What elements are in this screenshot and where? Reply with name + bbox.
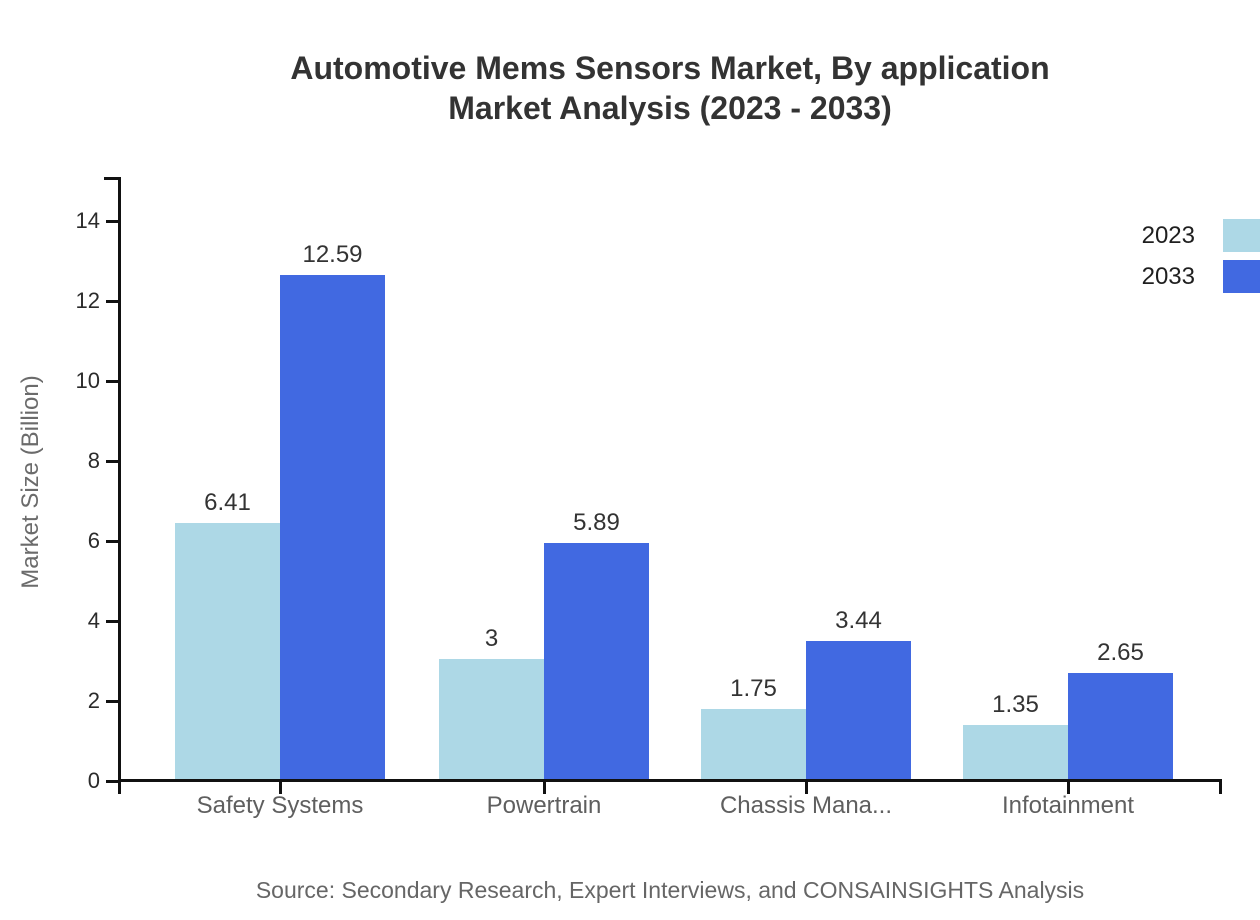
legend-label: 2023	[1141, 221, 1195, 249]
bar-value-label-2033-infotainment: 2.65	[1097, 639, 1144, 666]
y-tick-label-4: 4	[87, 608, 100, 633]
y-tick-mark-8	[106, 460, 118, 463]
x-axis-line	[118, 779, 1222, 782]
y-tick-label-8: 8	[87, 448, 100, 473]
y-tick-mark-2	[106, 700, 118, 703]
bar-2023-powertrain	[439, 659, 544, 779]
y-axis-line	[118, 177, 121, 782]
y-tick-label-14: 14	[75, 208, 100, 233]
bar-2023-chassis-mana	[701, 709, 806, 779]
bar-value-label-2033-powertrain: 5.89	[573, 509, 620, 536]
category-label-powertrain: Powertrain	[486, 792, 602, 819]
legend-item-2033: 2033	[1142, 260, 1260, 293]
category-label-infotainment: Infotainment	[1001, 792, 1135, 819]
bar-2033-infotainment	[1068, 673, 1173, 779]
chart-title-line1: Automotive Mems Sensors Market, By appli…	[290, 50, 1050, 86]
source-note: Source: Secondary Research, Expert Inter…	[255, 877, 1085, 903]
y-tick-mark-4	[106, 620, 118, 623]
bar-2033-safety-systems	[280, 275, 385, 779]
legend-item-2023: 2023	[1142, 219, 1260, 252]
x-axis-start-tick	[118, 782, 121, 794]
y-tick-mark-12	[106, 300, 118, 303]
y-tick-label-0: 0	[87, 768, 100, 793]
category-label-chassis-mana: Chassis Mana...	[719, 792, 893, 819]
bar-value-label-2033-safety-systems: 12.59	[302, 241, 363, 268]
y-axis-title: Market Size (Billion)	[17, 375, 44, 589]
y-tick-label-2: 2	[87, 688, 100, 713]
category-label-safety-systems: Safety Systems	[196, 792, 364, 819]
chart-title: Automotive Mems Sensors Market, By appli…	[80, 48, 1260, 128]
bar-value-label-2033-chassis-mana: 3.44	[835, 607, 882, 634]
y-tick-mark-10	[106, 380, 118, 383]
legend-swatch-2023	[1223, 219, 1260, 252]
x-tick-powertrain	[543, 782, 546, 794]
legend-label: 2033	[1141, 262, 1195, 290]
y-tick-label-12: 12	[75, 288, 100, 313]
y-tick-mark-0	[106, 780, 118, 783]
x-tick-chassis-mana	[805, 782, 808, 794]
bar-value-label-2023-infotainment: 1.35	[992, 691, 1039, 718]
bar-2033-chassis-mana	[806, 641, 911, 779]
y-tick-label-6: 6	[87, 528, 100, 553]
legend: 2023 2033	[1142, 219, 1260, 301]
y-tick-mark-14	[106, 220, 118, 223]
x-axis-end-tick	[1219, 782, 1222, 794]
bar-2023-safety-systems	[175, 523, 280, 779]
y-axis-end-tick	[104, 177, 118, 180]
bar-2023-infotainment	[963, 725, 1068, 779]
bar-value-label-2023-chassis-mana: 1.75	[730, 675, 777, 702]
bar-2033-powertrain	[544, 543, 649, 779]
x-tick-safety-systems	[279, 782, 282, 794]
y-tick-label-10: 10	[75, 368, 100, 393]
y-tick-mark-6	[106, 540, 118, 543]
bar-value-label-2023-safety-systems: 6.41	[204, 489, 251, 516]
bar-value-label-2023-powertrain: 3	[484, 625, 499, 652]
x-tick-infotainment	[1067, 782, 1070, 794]
legend-swatch-2033	[1223, 260, 1260, 293]
chart-title-line2: Market Analysis (2023 - 2033)	[448, 90, 892, 126]
